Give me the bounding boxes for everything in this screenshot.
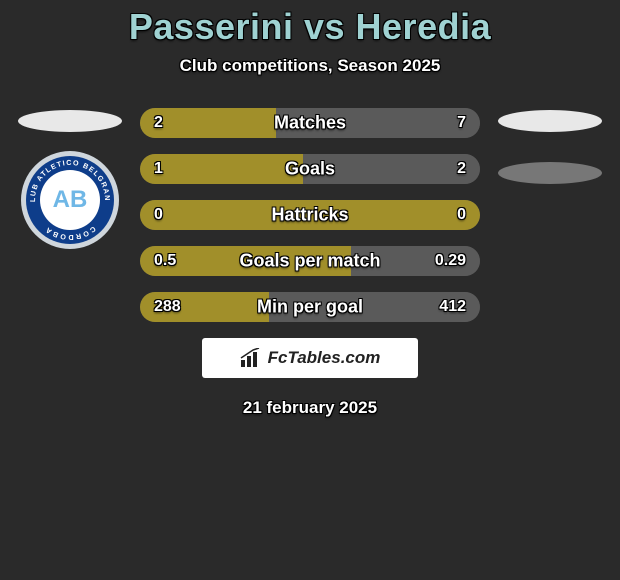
content-area: AB CLUB ATLETICO BELGRANO CORDOBA 27Matc… (0, 108, 620, 322)
page-subtitle: Club competitions, Season 2025 (0, 56, 620, 76)
bar-label: Goals (140, 159, 480, 180)
brand-chart-icon (240, 348, 262, 368)
comparison-widget: Passerini vs Heredia Club competitions, … (0, 0, 620, 580)
stat-bar: 27Matches (140, 108, 480, 138)
left-team-column: AB CLUB ATLETICO BELGRANO CORDOBA (10, 108, 130, 250)
bar-label: Hattricks (140, 205, 480, 226)
right-team-placeholder (498, 162, 602, 184)
brand-badge[interactable]: FcTables.com (202, 338, 418, 378)
crest-initials: AB (53, 186, 88, 213)
brand-label: FcTables.com (268, 348, 381, 368)
stat-bar: 00Hattricks (140, 200, 480, 230)
left-player-placeholder (18, 110, 122, 132)
bar-label: Goals per match (140, 251, 480, 272)
stat-bar: 288412Min per goal (140, 292, 480, 322)
footer-date: 21 february 2025 (0, 398, 620, 418)
right-player-placeholder (498, 110, 602, 132)
stat-bar: 12Goals (140, 154, 480, 184)
stat-bar: 0.50.29Goals per match (140, 246, 480, 276)
stat-bars: 27Matches 12Goals 00Hattricks 0.50.29Goals … (140, 108, 480, 322)
left-team-crest: AB CLUB ATLETICO BELGRANO CORDOBA (20, 150, 120, 250)
bar-label: Min per goal (140, 297, 480, 318)
bar-label: Matches (140, 113, 480, 134)
crest-svg: AB CLUB ATLETICO BELGRANO CORDOBA (20, 150, 120, 250)
page-title: Passerini vs Heredia (0, 0, 620, 48)
right-team-column (490, 108, 610, 184)
